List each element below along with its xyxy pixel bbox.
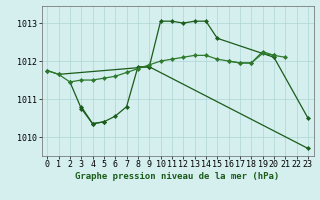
X-axis label: Graphe pression niveau de la mer (hPa): Graphe pression niveau de la mer (hPa) — [76, 172, 280, 181]
